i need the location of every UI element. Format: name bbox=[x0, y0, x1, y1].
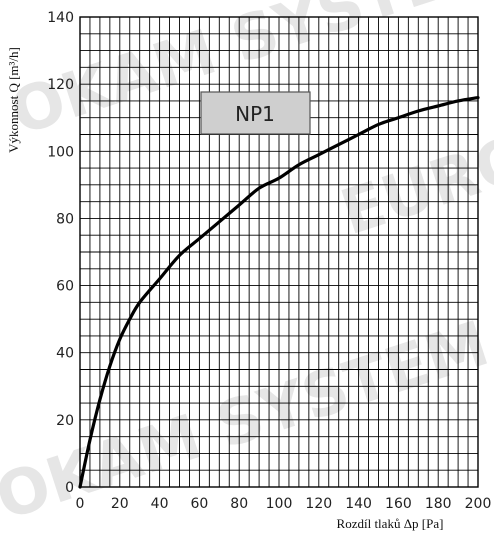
series-line-np1 bbox=[78, 95, 480, 489]
series-badge: NP1 bbox=[200, 91, 311, 135]
y-tick-label: 40 bbox=[56, 346, 74, 362]
x-tick-label: 200 bbox=[465, 496, 492, 512]
y-tick-label: 120 bbox=[47, 77, 74, 93]
x-tick-label: 80 bbox=[230, 496, 248, 512]
y-tick-label: 0 bbox=[65, 480, 74, 496]
y-tick-label: 20 bbox=[56, 413, 74, 429]
series-badge-box bbox=[200, 91, 311, 135]
x-tick-label: 100 bbox=[266, 496, 293, 512]
x-tick-label: 120 bbox=[305, 496, 332, 512]
x-tick-label: 180 bbox=[425, 496, 452, 512]
plot-frame bbox=[79, 16, 479, 488]
series-layer bbox=[78, 95, 480, 489]
x-tick-label: 160 bbox=[385, 496, 412, 512]
y-axis-title: Výkonnost Q [m³/h] bbox=[6, 47, 21, 153]
x-axis-title: Rozdíl tlaků Δp [Pa] bbox=[337, 516, 444, 531]
x-tick-label: 40 bbox=[151, 496, 169, 512]
y-tick-label: 140 bbox=[47, 10, 74, 26]
grid bbox=[79, 16, 479, 488]
y-tick-label: 60 bbox=[56, 279, 74, 295]
x-tick-label: 60 bbox=[190, 496, 208, 512]
series-badge-label: NP1 bbox=[235, 102, 275, 126]
x-tick-label: 20 bbox=[111, 496, 129, 512]
y-tick-label: 100 bbox=[47, 144, 74, 160]
x-tick-label: 140 bbox=[345, 496, 372, 512]
x-tick-labels: 0 20 40 60 80 100 120 140 160 180 200 bbox=[76, 496, 492, 512]
y-tick-label: 80 bbox=[56, 211, 74, 227]
x-tick-label: 0 bbox=[76, 496, 85, 512]
y-tick-labels: 0 20 40 60 80 100 120 140 bbox=[47, 10, 74, 496]
